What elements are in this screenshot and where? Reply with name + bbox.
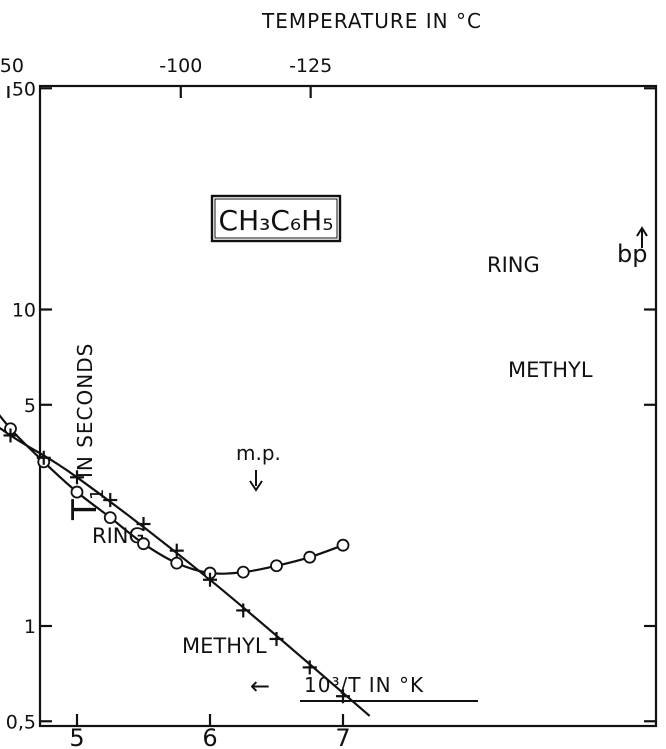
top-axis-label: TEMPERATURE IN °C — [261, 9, 482, 33]
top-axis: -125-100-50050100 — [0, 55, 332, 98]
top-tick-label-0: -125 — [289, 55, 332, 77]
series-points — [3, 422, 350, 704]
mp-label: m.p. — [236, 441, 281, 465]
methyl-label-upper: METHYL — [508, 358, 593, 382]
ring-point-6 — [137, 537, 150, 551]
ring-point-5 — [170, 556, 184, 570]
y-tick-label-1: 10 — [12, 300, 36, 322]
y-axis-label-rest: IN SECONDS — [73, 343, 97, 478]
ring-point-3 — [236, 565, 250, 579]
y-axis: 50 10 5 1 0,5 — [6, 78, 656, 733]
methyl-point-2 — [269, 631, 284, 646]
x-axis-label: 10³/T IN °K — [304, 673, 424, 697]
ring-point-1 — [303, 550, 317, 564]
methyl-point-10 — [3, 428, 18, 443]
y-tick-label-0: 50 — [12, 78, 36, 100]
y-tick-label-3: 1 — [24, 616, 36, 638]
compound-box — [210, 194, 342, 243]
x-tick-label-2: 5 — [69, 724, 84, 749]
methyl-point-5 — [169, 543, 184, 558]
compound-box-inner — [214, 198, 338, 239]
ring-point-7 — [103, 511, 117, 525]
methyl-point-3 — [236, 603, 251, 618]
methyl-point-0 — [336, 689, 350, 704]
methyl-point-8 — [70, 470, 84, 485]
methyl-label-lower: METHYL — [182, 634, 267, 658]
x-axis: 76543 — [69, 714, 351, 749]
methyl-point-6 — [136, 517, 151, 532]
ring-label-lower: RING — [92, 524, 145, 548]
top-tick-label-2: -50 — [0, 55, 24, 77]
methyl-curve — [0, 426, 371, 717]
y-tick-label-2: 5 — [24, 395, 36, 417]
x-tick-label-1: 6 — [202, 724, 217, 749]
methyl-point-4 — [203, 572, 217, 587]
y-axis-label-T: T — [65, 499, 105, 521]
methyl-point-7 — [103, 493, 118, 508]
x-axis-arrow: ← — [250, 672, 270, 700]
mp-arrow-head — [249, 480, 263, 492]
y-axis-label: T 1 IN SECONDS — [65, 343, 108, 521]
x-tick-label-0: 7 — [335, 724, 350, 749]
bp-arrow-head — [636, 226, 648, 237]
ring-point-0 — [336, 538, 350, 552]
methyl-point-1 — [302, 660, 317, 675]
top-tick-label-1: -100 — [159, 55, 202, 77]
plot-frame — [38, 84, 658, 728]
ring-point-8 — [70, 485, 84, 499]
compound-label: CH₃C₆H₅ — [219, 204, 334, 237]
y-axis-label-sub: 1 — [87, 489, 108, 500]
methyl-point-9 — [36, 450, 51, 465]
y-tick-label-4: 0,5 — [6, 711, 36, 733]
ring-point-2 — [270, 559, 283, 573]
ring-label-upper: RING — [487, 253, 540, 277]
